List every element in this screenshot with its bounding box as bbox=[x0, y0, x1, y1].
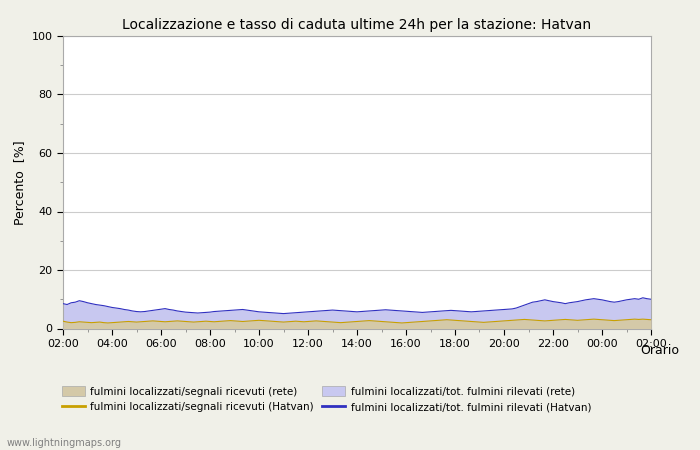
Legend: fulmini localizzati/segnali ricevuti (rete), fulmini localizzati/segnali ricevut: fulmini localizzati/segnali ricevuti (re… bbox=[62, 387, 591, 412]
Title: Localizzazione e tasso di caduta ultime 24h per la stazione: Hatvan: Localizzazione e tasso di caduta ultime … bbox=[122, 18, 591, 32]
Y-axis label: Percento  [%]: Percento [%] bbox=[13, 140, 26, 225]
Text: Orario: Orario bbox=[640, 344, 679, 357]
Text: www.lightningmaps.org: www.lightningmaps.org bbox=[7, 438, 122, 448]
